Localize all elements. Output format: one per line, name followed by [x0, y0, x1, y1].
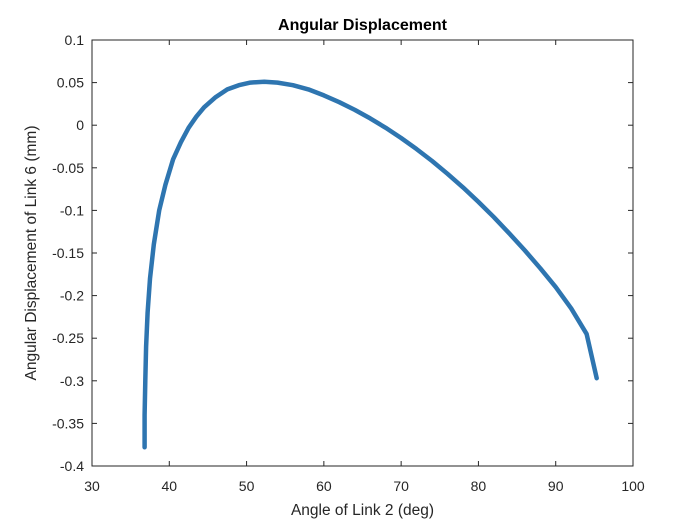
x-tick-label: 80 [471, 478, 487, 494]
x-tick-label: 70 [393, 478, 409, 494]
x-tick-label: 60 [316, 478, 332, 494]
y-tick-label: 0 [76, 117, 84, 133]
y-tick-label: -0.35 [52, 415, 84, 431]
x-tick-label: 100 [621, 478, 645, 494]
x-tick-label: 50 [239, 478, 255, 494]
y-tick-label: -0.2 [60, 288, 84, 304]
x-tick-label: 90 [548, 478, 564, 494]
y-tick-labels: -0.4 -0.35 -0.3 -0.25 -0.2 -0.15 -0.1 -0.05 0 0.0… [52, 32, 84, 474]
series-line [142, 79, 599, 450]
y-tick-label: 0.1 [65, 32, 85, 48]
y-tick-label: -0.25 [52, 330, 84, 346]
y-tick-label: 0.05 [57, 75, 84, 91]
y-axis-label: Angular Displacement of Link 6 (mm) [23, 126, 40, 381]
chart-title: Angular Displacement [278, 17, 448, 34]
y-tick-label: -0.15 [52, 245, 84, 261]
y-tick-label: -0.4 [60, 458, 84, 474]
x-axis-label: Angle of Link 2 (deg) [291, 502, 434, 519]
x-tick-labels: 30 40 50 60 70 80 90 100 [84, 478, 645, 494]
y-tick-label: -0.05 [52, 160, 84, 176]
series-layer [142, 79, 599, 450]
axes-box [91, 39, 634, 467]
y-tick-label: -0.3 [60, 373, 84, 389]
x-tick-label: 30 [84, 478, 100, 494]
x-tick-label: 40 [161, 478, 177, 494]
plot-area [92, 40, 633, 466]
y-tick-label: -0.1 [60, 202, 84, 218]
